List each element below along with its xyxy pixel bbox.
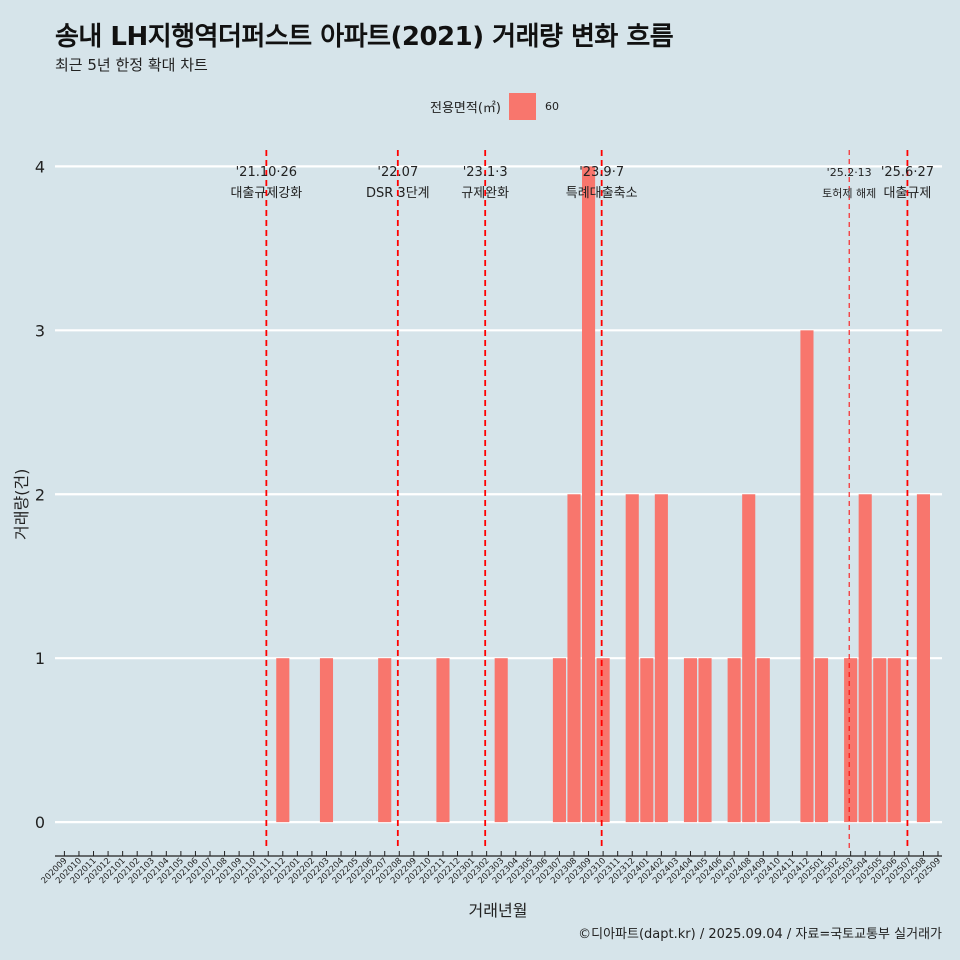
chart-subtitle: 최근 5년 한정 확대 차트 xyxy=(55,56,208,74)
bar xyxy=(378,658,392,823)
y-tick-label: 2 xyxy=(35,485,45,504)
y-tick-label: 4 xyxy=(35,157,45,176)
bar xyxy=(494,658,508,823)
chart-title: 송내 LH지행역더퍼스트 아파트(2021) 거래량 변화 흐름 xyxy=(55,22,674,52)
legend-title: 전용면적(㎡) xyxy=(430,101,501,116)
legend-swatch xyxy=(508,93,536,120)
legend: 전용면적(㎡) 60 xyxy=(430,93,559,120)
event-text-label: 대출규제강화 xyxy=(230,186,302,201)
bar xyxy=(596,658,610,823)
bar xyxy=(756,658,770,823)
bar xyxy=(916,494,930,823)
y-axis-label: 거래량(건) xyxy=(12,468,31,540)
bar xyxy=(654,494,668,823)
x-axis-label: 거래년월 xyxy=(468,901,528,920)
bar xyxy=(858,494,872,823)
bar xyxy=(319,658,334,823)
source-caption: ©디아파트(dapt.kr) / 2025.09.04 / 자료=국토교통부 실… xyxy=(578,927,942,942)
bar xyxy=(582,166,596,823)
bar xyxy=(800,330,814,823)
bar xyxy=(683,658,698,823)
bar xyxy=(873,658,887,823)
event-text-label: 규제완화 xyxy=(461,186,509,201)
event-date-label: '22.07 xyxy=(377,165,418,180)
legend-value: 60 xyxy=(544,100,559,113)
event-date-label: '23.1·3 xyxy=(463,165,508,180)
bar xyxy=(567,494,581,823)
bar xyxy=(887,658,901,823)
bar xyxy=(552,658,566,823)
bar xyxy=(698,658,712,823)
bar xyxy=(727,658,741,823)
event-text-label: DSR 3단계 xyxy=(366,186,430,201)
y-tick-label: 3 xyxy=(35,321,45,340)
bar xyxy=(436,658,450,823)
bar xyxy=(625,494,639,823)
bar xyxy=(844,658,858,823)
y-tick-label: 0 xyxy=(35,813,45,832)
bar xyxy=(276,658,290,823)
event-text-label: 대출규제 xyxy=(884,186,932,201)
event-date-label: '25.6·27 xyxy=(881,165,934,180)
event-date-label: '21.10·26 xyxy=(236,165,297,180)
event-date-label: '23.9·7 xyxy=(579,165,624,180)
event-date-label: '25.2·13 xyxy=(827,166,872,179)
bar xyxy=(640,658,654,823)
bar xyxy=(742,494,756,823)
y-tick-label: 1 xyxy=(35,649,45,668)
event-text-label: 특례대출축소 xyxy=(566,186,638,201)
event-text-label: 토허제 해제 xyxy=(822,186,876,200)
bar xyxy=(814,658,829,823)
